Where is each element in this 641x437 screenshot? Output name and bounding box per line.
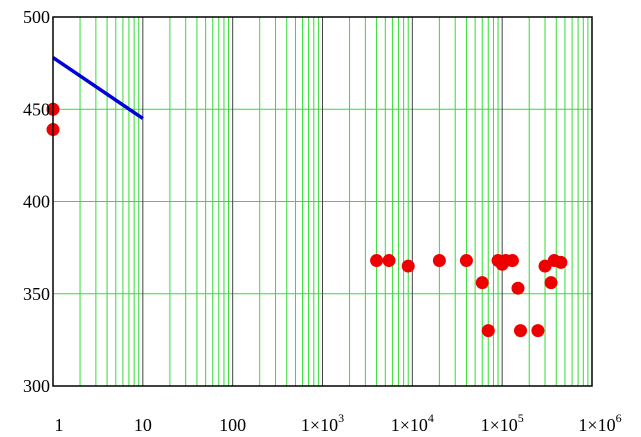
data-point [544,276,558,290]
x-tick-label: 1×103 [301,411,344,435]
x-tick-label: 1×105 [481,411,524,435]
x-tick-label: 100 [219,415,246,435]
data-point [481,324,495,338]
y-tick-label: 400 [23,192,50,212]
series-layer [46,56,568,338]
x-tick-label: 1×106 [578,411,621,435]
x-tick-label: 1×104 [391,411,434,435]
data-point [505,254,519,268]
y-tick-label: 350 [23,284,50,304]
data-point [511,281,525,295]
x-tick-label: 10 [134,415,152,435]
y-tick-label: 450 [23,99,50,119]
data-point [401,259,415,273]
x-tick-label: 1 [55,415,64,435]
y-tick-label: 300 [23,376,50,396]
data-point [475,276,489,290]
plot-frame [52,16,593,387]
y-tick-label: 500 [23,7,50,27]
data-point [554,255,568,269]
major-gridlines [142,17,503,386]
data-point [382,254,396,268]
series-line [52,56,144,120]
data-point [531,324,545,338]
data-point [514,324,528,338]
data-point [370,254,384,268]
x-tick-labels: 1 10 100 1×103 1×104 1×105 1×106 [55,411,622,435]
data-point [432,254,446,268]
y-tick-labels: 300 350 400 450 500 [23,7,50,396]
data-point [459,254,473,268]
